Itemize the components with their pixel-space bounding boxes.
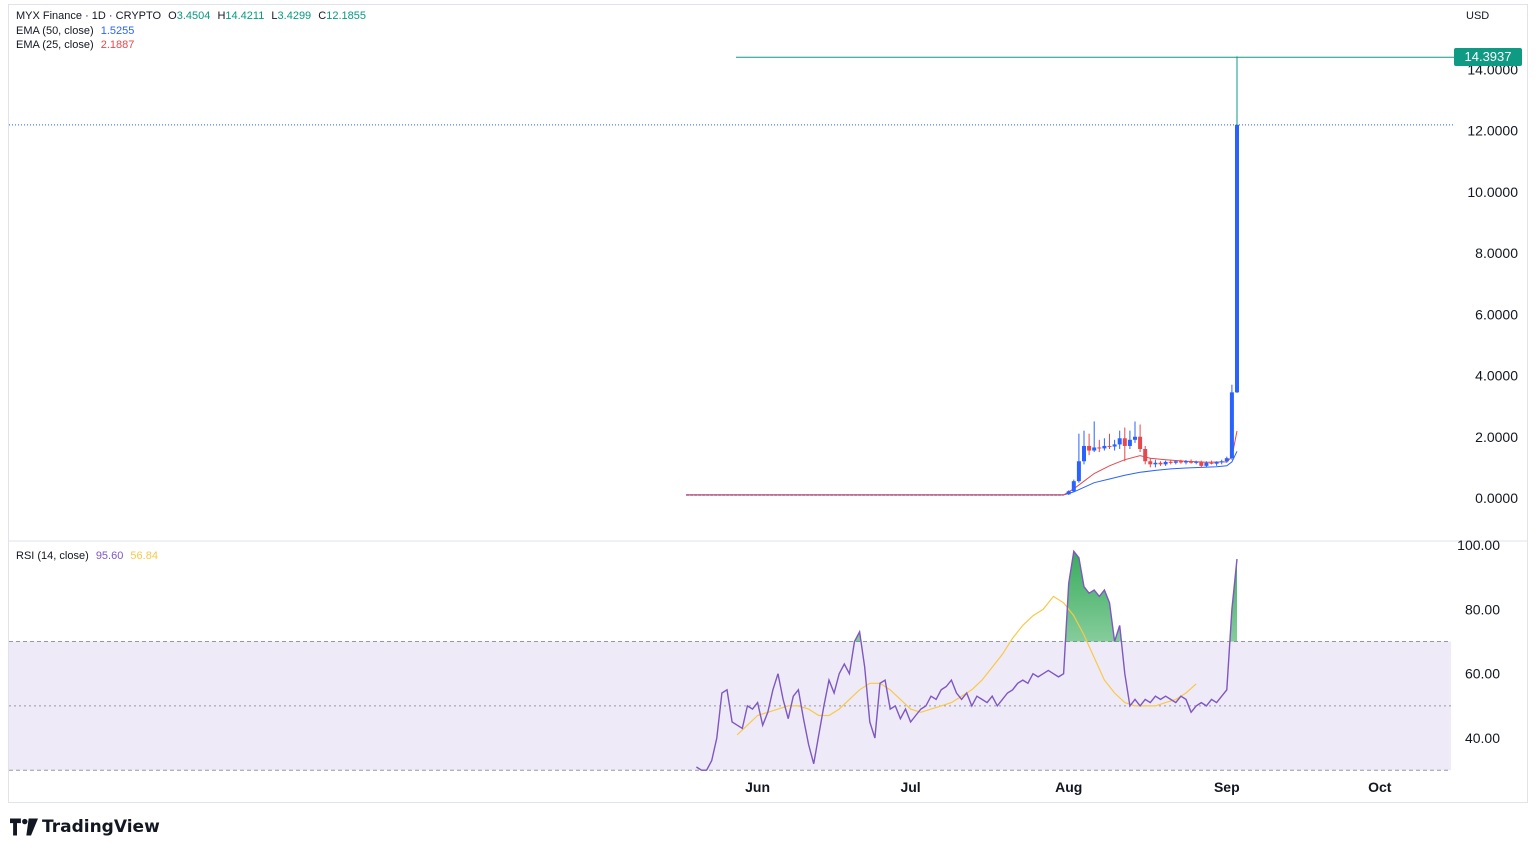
- candle-body: [1209, 462, 1214, 464]
- ema50-line: [686, 451, 1238, 496]
- candle-body: [1082, 445, 1086, 462]
- rsi-label: RSI (14, close): [16, 550, 89, 562]
- currency-label[interactable]: USD: [1466, 10, 1490, 22]
- candle-body: [1112, 444, 1117, 447]
- open-value: 3.4504: [176, 10, 211, 22]
- price-axis-tick: 2.0000: [1475, 429, 1518, 445]
- ema25-value: 2.1887: [100, 39, 135, 51]
- price-axis-tick: 10.0000: [1467, 184, 1518, 200]
- time-axis-tick: Jul: [900, 779, 920, 795]
- ema50-label: EMA (50, close): [16, 25, 94, 37]
- candle-body: [1122, 438, 1127, 446]
- rsi-axis-tick: 40.00: [1465, 730, 1500, 746]
- ema50-value: 1.5255: [100, 25, 135, 37]
- rsi-overbought-fill: [696, 551, 1237, 642]
- candle-body: [1219, 461, 1224, 463]
- low-value: 3.4299: [277, 10, 312, 22]
- ema25-legend[interactable]: EMA (25, close) 2.1887: [16, 38, 138, 52]
- high-label: H: [217, 10, 226, 22]
- candle-body: [1107, 445, 1112, 447]
- symbol-label[interactable]: MYX Finance · 1D · CRYPTO: [16, 10, 162, 22]
- candle-body: [1173, 461, 1178, 463]
- candle-body: [1163, 461, 1168, 465]
- low-label: L: [271, 10, 278, 22]
- candle-body: [1066, 491, 1071, 495]
- candle-body: [1087, 445, 1092, 451]
- rsi-legend[interactable]: RSI (14, close) 95.60 56.84: [16, 549, 162, 563]
- candle-body: [1102, 445, 1107, 449]
- rsi-axis-tick: 80.00: [1465, 601, 1500, 617]
- candle-body: [1214, 461, 1219, 464]
- candle-body: [1138, 436, 1143, 449]
- chart-frame: [8, 4, 1528, 803]
- candle-body: [1189, 461, 1194, 463]
- candle-body: [1178, 461, 1183, 463]
- high-value: 14.4211: [225, 10, 265, 22]
- candle-body: [1224, 458, 1229, 462]
- candle-body: [1229, 392, 1234, 459]
- candle-body: [1158, 462, 1163, 465]
- candle-body: [1071, 481, 1076, 492]
- last-price-tag: 14.3937: [1454, 48, 1522, 66]
- ema50-legend[interactable]: EMA (50, close) 1.5255: [16, 24, 138, 38]
- candle-body: [1127, 439, 1132, 446]
- time-axis-tick: Sep: [1214, 779, 1240, 795]
- candle-body: [1143, 449, 1148, 462]
- price-layer: [9, 56, 1454, 496]
- time-axis-tick: Jun: [745, 779, 770, 795]
- candle-body: [1199, 461, 1204, 466]
- rsi-ma-value: 56.84: [130, 550, 158, 562]
- close-value: 12.1855: [326, 10, 366, 22]
- ema25-label: EMA (25, close): [16, 39, 94, 51]
- candle-body: [1076, 461, 1081, 482]
- price-axis-tick: 12.0000: [1467, 123, 1518, 139]
- candle-body: [1148, 461, 1153, 465]
- price-axis-tick: 4.0000: [1475, 368, 1518, 384]
- candle-body: [1204, 462, 1209, 466]
- time-axis-tick: Aug: [1055, 779, 1082, 795]
- rsi-layer: [696, 549, 1238, 771]
- candle-body: [1235, 124, 1239, 393]
- price-axis-tick: 8.0000: [1475, 245, 1518, 261]
- candle-body: [1092, 447, 1097, 451]
- rsi-axis-tick: 100.00: [1457, 537, 1500, 553]
- candle-body: [1117, 438, 1122, 445]
- price-axis-tick: 0.0000: [1475, 490, 1518, 506]
- rsi-value: 95.60: [95, 550, 124, 562]
- candle-body: [1168, 461, 1173, 463]
- ohlc-legend: MYX Finance · 1D · CRYPTO O3.4504 H14.42…: [16, 9, 370, 23]
- close-label: C: [318, 10, 327, 22]
- candle-body: [1097, 447, 1102, 449]
- open-label: O: [168, 10, 177, 22]
- candle-body: [1194, 461, 1199, 463]
- time-axis-tick: Oct: [1368, 779, 1392, 795]
- axes-layer: 0.0000 2.0000 4.0000 6.0000 8.0000 10.0000 12.…: [745, 61, 1518, 795]
- rsi-axis-tick: 60.00: [1465, 666, 1500, 682]
- tradingview-logo-icon: [10, 818, 38, 836]
- tradingview-logo[interactable]: TradingView: [10, 817, 160, 837]
- candle-body: [1133, 436, 1137, 440]
- rsi-band-layer: [9, 640, 1451, 771]
- rsi-line: [696, 549, 1238, 771]
- candle-body: [1184, 461, 1188, 463]
- price-axis-tick: 6.0000: [1475, 306, 1518, 322]
- brand-name: TradingView: [42, 817, 160, 837]
- candle-body: [1153, 462, 1158, 465]
